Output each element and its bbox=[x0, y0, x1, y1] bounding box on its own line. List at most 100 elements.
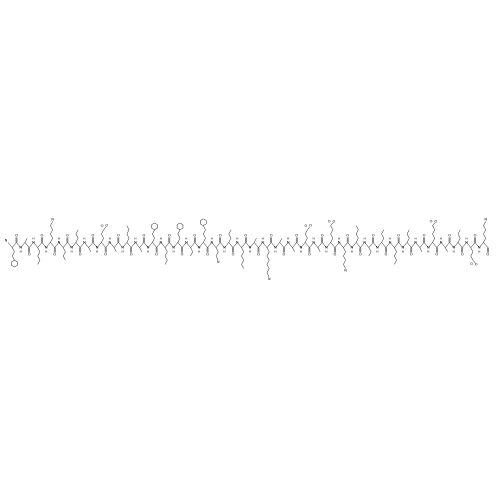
side-chain bbox=[432, 225, 436, 243]
atom-label: O bbox=[283, 252, 286, 256]
atom-label: H bbox=[287, 237, 289, 241]
atom-label: N bbox=[249, 246, 252, 250]
atom-label: N bbox=[223, 246, 226, 250]
atom-label: O bbox=[257, 252, 260, 256]
atom-label: O bbox=[430, 220, 433, 224]
atom-label: O bbox=[168, 234, 171, 238]
atom-label: O bbox=[104, 252, 107, 256]
atom-label: O bbox=[359, 252, 362, 256]
atom-label: N bbox=[121, 246, 124, 250]
atom-label: O bbox=[346, 234, 349, 238]
atom-label: H bbox=[313, 237, 315, 241]
atom-label: N bbox=[344, 269, 347, 273]
atom-label: O bbox=[181, 252, 184, 256]
side-chain bbox=[11, 247, 15, 261]
atom-label: H bbox=[236, 237, 238, 241]
atom-label: N bbox=[389, 240, 392, 244]
atom-label: N bbox=[83, 240, 86, 244]
atom-label: H bbox=[363, 237, 365, 241]
atom-label: H bbox=[20, 249, 22, 253]
atom-label: N bbox=[134, 240, 137, 244]
atom-label: O bbox=[486, 252, 489, 256]
side-chain bbox=[113, 247, 117, 252]
side-chain bbox=[126, 225, 130, 243]
atom-label: H bbox=[440, 237, 442, 241]
atom-label: N bbox=[217, 260, 220, 264]
atom-label: O bbox=[470, 262, 473, 266]
atom-label: O bbox=[193, 234, 196, 238]
atom-label: O bbox=[91, 234, 94, 238]
atom-label: H bbox=[274, 249, 276, 253]
side-chain bbox=[62, 247, 66, 261]
atom-label: H bbox=[249, 249, 251, 253]
side-chain bbox=[368, 247, 372, 257]
atom-label: O bbox=[155, 252, 158, 256]
side-chain bbox=[445, 247, 448, 252]
atom-label: O bbox=[117, 234, 120, 238]
atom-label: N bbox=[300, 246, 303, 250]
side-chain bbox=[103, 226, 107, 230]
atom-label: N bbox=[198, 246, 201, 250]
atom-label: N bbox=[287, 240, 290, 244]
aromatic-ring bbox=[11, 259, 18, 268]
atom-label: N bbox=[185, 240, 188, 244]
atom-label: N bbox=[19, 246, 22, 250]
atom-label: N bbox=[401, 246, 404, 250]
aromatic-ring bbox=[200, 218, 207, 226]
atom-label: H bbox=[402, 249, 404, 253]
side-chain bbox=[279, 238, 283, 243]
atom-label: N bbox=[268, 277, 271, 281]
side-chain bbox=[343, 247, 346, 269]
side-chain bbox=[304, 229, 308, 243]
atom-label: O bbox=[295, 234, 298, 238]
atom-label: N bbox=[414, 240, 417, 244]
atom-label: O bbox=[41, 234, 44, 238]
atom-label: O bbox=[244, 234, 247, 238]
side-chain bbox=[215, 247, 219, 261]
side-chain bbox=[164, 247, 168, 265]
aromatic-ring bbox=[176, 222, 184, 231]
atom-label: O bbox=[448, 234, 451, 238]
atom-label: N bbox=[210, 240, 213, 244]
atom-label: H bbox=[121, 249, 123, 253]
side-chain bbox=[266, 247, 270, 278]
atom-label: O bbox=[79, 252, 82, 256]
atom-label: H bbox=[223, 249, 225, 253]
side-chain bbox=[381, 229, 385, 243]
side-chain bbox=[419, 247, 423, 252]
atom-label: H bbox=[134, 237, 136, 241]
side-chain bbox=[88, 247, 92, 252]
atom-label: O bbox=[461, 252, 464, 256]
atom-label: H bbox=[414, 237, 416, 241]
atom-label: H bbox=[32, 237, 34, 241]
side-chain bbox=[241, 247, 244, 269]
atom-label: O bbox=[28, 252, 31, 256]
atom-label: H bbox=[376, 249, 378, 253]
atom-label: H bbox=[96, 249, 98, 253]
atom-label: O bbox=[435, 252, 438, 256]
atom-label: N bbox=[363, 240, 366, 244]
side-chain bbox=[254, 238, 257, 243]
atom-label: O bbox=[304, 224, 307, 228]
atom-label: N bbox=[338, 240, 341, 244]
atom-label: N bbox=[274, 246, 277, 250]
atom-label: O bbox=[101, 224, 104, 228]
atom-label: N bbox=[312, 240, 315, 244]
atom-label: H bbox=[338, 237, 340, 241]
side-chain bbox=[292, 247, 295, 252]
atom-label: O bbox=[410, 252, 413, 256]
atom-label: O bbox=[423, 234, 426, 238]
atom-label: H bbox=[325, 249, 327, 253]
atom-label: N bbox=[159, 240, 162, 244]
atom-label: H bbox=[172, 249, 174, 253]
atom-label: H bbox=[427, 249, 429, 253]
atom-label: O bbox=[206, 252, 209, 256]
atom-label: H bbox=[262, 237, 264, 241]
side-chain bbox=[330, 225, 334, 243]
atom-label: O bbox=[384, 252, 387, 256]
atom-label: H bbox=[185, 237, 187, 241]
side-chain bbox=[190, 247, 194, 257]
atom-label: H bbox=[478, 249, 480, 253]
side-chain bbox=[483, 221, 486, 243]
side-chain bbox=[50, 221, 53, 243]
